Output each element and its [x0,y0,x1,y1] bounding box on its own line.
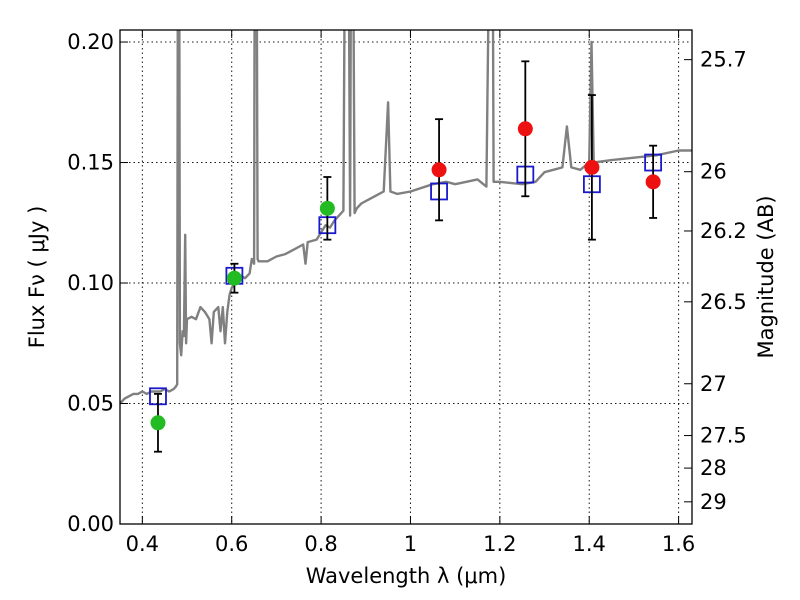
y-tick-label: 0.05 [67,392,114,416]
axes: 0.4 0.6 0.8 1 1.2 1.4 1.6 0.00 0.05 0.10 0.15 0.20 2… [67,30,747,556]
right-tick-label: 29 [700,490,727,514]
spectrum-line [120,30,692,405]
y-tick-label: 0.00 [67,512,114,536]
x-tick-label: 1.6 [662,532,695,556]
y-tick-label: 0.20 [67,30,114,54]
x-tick-label: 0.8 [304,532,337,556]
x-tick-label: 1.2 [483,532,516,556]
data-point [226,270,242,286]
y-tick-label: 0.15 [67,151,114,175]
x-tick-label: 0.6 [215,532,248,556]
right-tick-label: 26 [700,160,727,184]
plot-frame [119,29,693,525]
right-tick-label: 27 [700,372,727,396]
right-axis-label: Magnitude (AB) [754,195,778,358]
x-tick-label: 0.4 [126,532,159,556]
y-tick-label: 0.10 [67,271,114,295]
plot-background [120,30,692,524]
data-point [584,159,600,175]
right-tick-label: 27.5 [700,424,747,448]
data-point [517,121,533,137]
y-axis-label: Flux Fν ( μJy ) [25,206,49,349]
right-tick-label: 28 [700,456,727,480]
x-tick-label: 1 [404,532,417,556]
data-point [645,174,661,190]
x-tick-label: 1.4 [573,532,606,556]
data-point [319,200,335,216]
right-tick-label: 26.5 [700,290,747,314]
data-point [150,415,166,431]
right-tick-label: 25.7 [700,48,747,72]
chart-marks [120,30,692,453]
data-point [431,162,447,178]
right-tick-label: 26.2 [700,219,747,243]
x-axis-label: Wavelength λ (μm) [306,564,507,588]
